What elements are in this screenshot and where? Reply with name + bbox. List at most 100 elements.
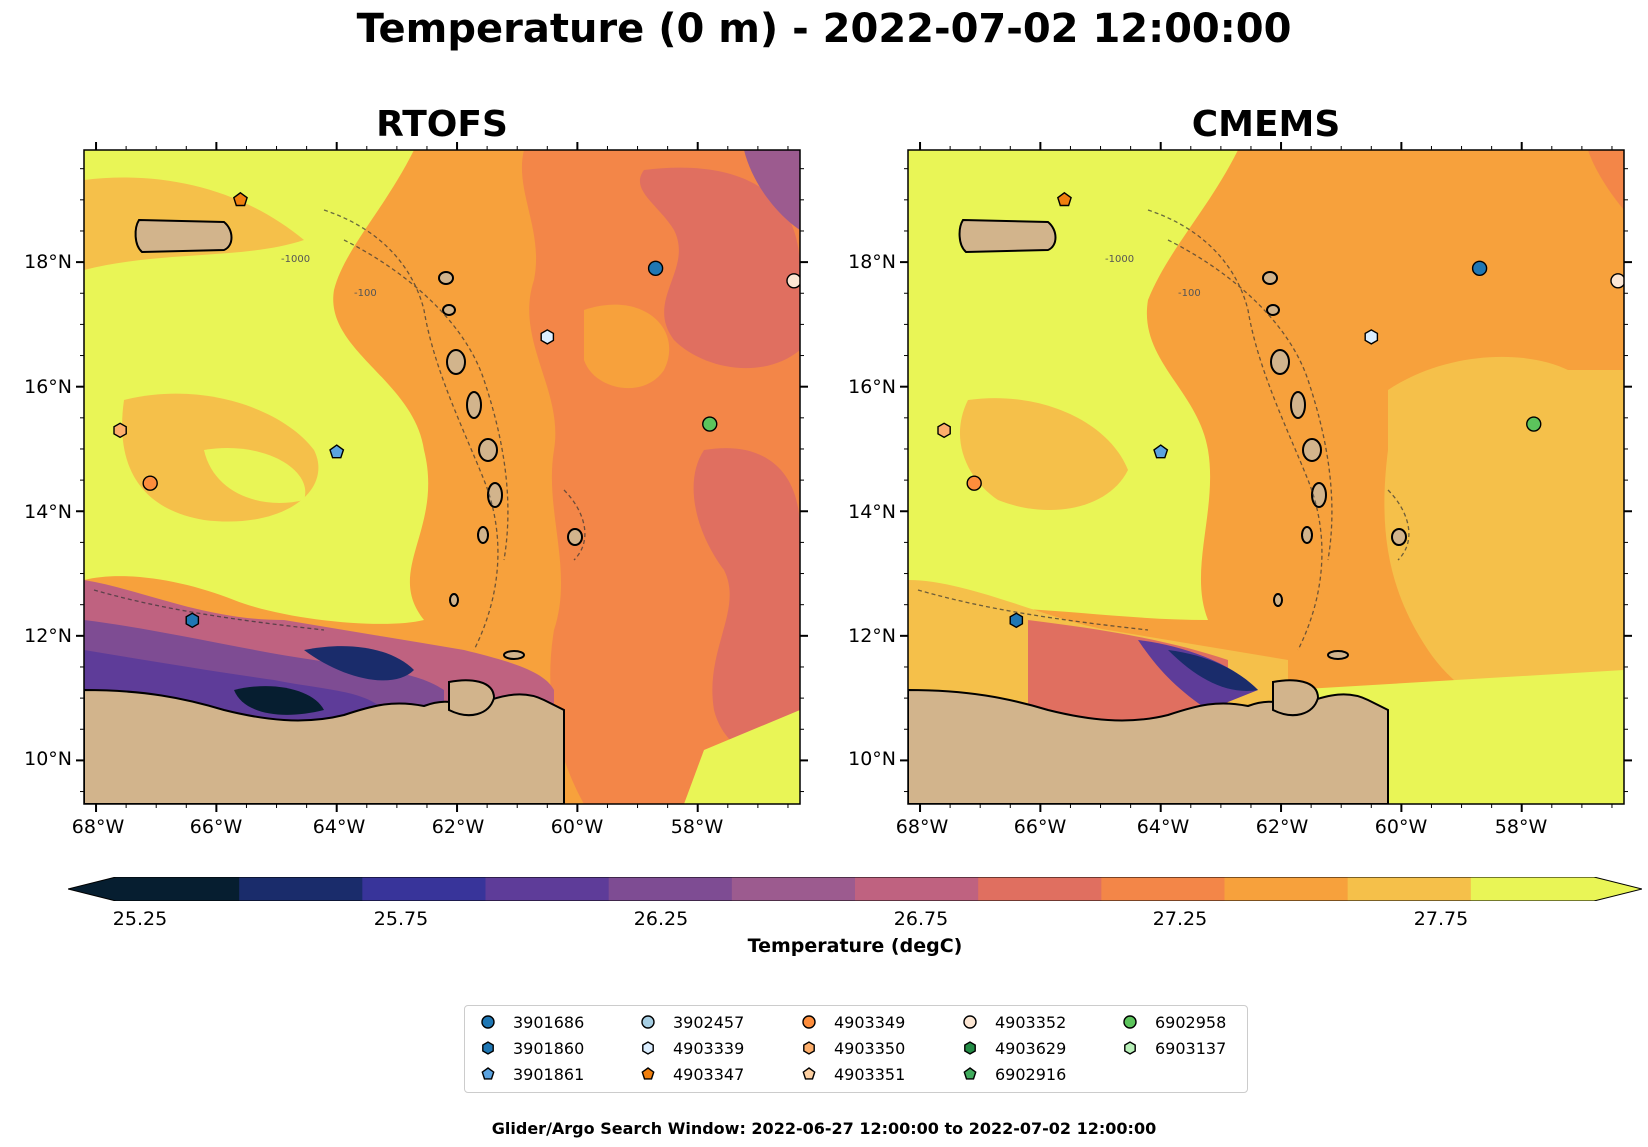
colorbar-tick-label: 25.75: [373, 908, 429, 930]
sst-swirl-1: [959, 398, 1128, 510]
lon-tick: 64°W: [1136, 816, 1190, 838]
legend-marker: [482, 1041, 494, 1055]
pentagon-marker-icon: [641, 1067, 655, 1080]
legend-item: 3901860: [477, 1036, 584, 1060]
float-marker-4903352: [786, 273, 800, 289]
legend-item: 4903352: [959, 1010, 1066, 1034]
legend-item: 6902958: [1119, 1010, 1226, 1034]
map-cmems: -1000 -100: [900, 142, 1632, 812]
legend-marker: [963, 1015, 977, 1029]
colorbar-band: [855, 877, 979, 901]
float-marker-4903349: [966, 475, 982, 491]
lat-tick: 12°N: [24, 625, 72, 647]
float-marker-6902958: [702, 416, 718, 432]
legend-label: 4903352: [995, 1012, 1067, 1032]
float-markers-cmems: [937, 191, 1624, 629]
lon-tick: 58°W: [670, 816, 724, 838]
lat-tick: 10°N: [848, 748, 896, 770]
float-marker-4903347: [1056, 191, 1072, 207]
lat-tick: 18°N: [24, 251, 72, 273]
sst-cool-south-2: [1028, 620, 1228, 720]
colorbar-band: [978, 877, 1102, 901]
legend-item: 4903339: [637, 1036, 744, 1060]
circle-marker-icon: [1123, 1015, 1137, 1029]
circle-marker-icon: [963, 1015, 977, 1029]
map-frame: [907, 149, 1625, 805]
legend-label: 3901860: [513, 1038, 585, 1058]
legend-label: 3901861: [513, 1064, 585, 1084]
lon-tick: 62°W: [431, 816, 485, 838]
sst-cool-corner: [744, 150, 800, 230]
sst-cold-core-1: [304, 646, 414, 681]
lon-tick: 64°W: [312, 816, 366, 838]
lon-tick: 68°W: [71, 816, 125, 838]
bathy-label-100: -100: [1178, 288, 1201, 299]
legend-label: 4903339: [673, 1038, 745, 1058]
search-window-caption: Glider/Argo Search Window: 2022-06-27 12…: [491, 1119, 1157, 1138]
colorbar-min-extend: [68, 877, 116, 901]
float-marker-6902958: [1526, 416, 1542, 432]
colorbar-band: [116, 877, 240, 901]
legend: 3901686 3901860 3901861 3902457 4903339 49033…: [464, 1005, 1248, 1093]
land-puerto-rico: [134, 218, 233, 254]
colorbar-tick-label: 27.25: [1152, 908, 1208, 930]
panel-title-rtofs: RTOFS: [376, 104, 508, 145]
float-marker-3901861: [1153, 444, 1169, 459]
colorbar-band: [608, 877, 733, 901]
float-marker-4903339: [540, 329, 555, 345]
float-marker-3901686: [647, 260, 664, 277]
legend-item: 4903349: [798, 1010, 905, 1034]
sst-yellow-west: [908, 150, 1238, 620]
legend-item: 3902457: [637, 1010, 744, 1034]
legend-item: 4903350: [798, 1036, 905, 1060]
colorbar-band: [239, 877, 363, 901]
legend-marker: [802, 1067, 816, 1080]
colorbar-band: [1224, 877, 1349, 901]
float-marker-3901860: [185, 612, 200, 629]
legend-marker: [1123, 1015, 1137, 1029]
pentagon-marker-icon: [963, 1067, 977, 1080]
legend-marker: [481, 1015, 495, 1029]
float-marker-4903352: [1610, 273, 1624, 289]
legend-label: 4903629: [995, 1038, 1067, 1058]
hexagon-marker-icon: [482, 1041, 494, 1055]
bathymetry-contours: [93, 209, 586, 651]
land-venezuela: [908, 688, 1389, 804]
lon-tick: 58°W: [1494, 816, 1548, 838]
legend-label: 6903137: [1155, 1038, 1227, 1058]
legend-item: 4903351: [798, 1062, 905, 1086]
hexagon-marker-icon: [803, 1041, 815, 1055]
lat-tick: 16°N: [24, 376, 72, 398]
bathy-label-1000: -1000: [1105, 254, 1134, 265]
land-venezuela: [84, 688, 565, 804]
legend-label: 4903347: [673, 1064, 745, 1084]
float-marker-4903350: [937, 422, 951, 439]
legend-item: 6902916: [959, 1062, 1066, 1086]
colorbar-band: [1470, 877, 1595, 901]
colorbar-band: [1101, 877, 1225, 901]
legend-marker: [641, 1067, 655, 1080]
colorbar-tick-label: 26.25: [633, 908, 689, 930]
float-marker-4903347: [232, 191, 248, 207]
pentagon-marker-icon: [481, 1067, 495, 1080]
float-marker-4903339: [1364, 329, 1379, 345]
float-marker-3901861: [329, 444, 345, 459]
lon-tick: 66°W: [189, 816, 243, 838]
sst-cold-core-2: [234, 686, 324, 715]
legend-item: 4903347: [637, 1062, 744, 1086]
map-ticks: [900, 142, 1632, 812]
legend-marker: [803, 1041, 815, 1055]
map-rtofs: -1000 -100: [76, 142, 808, 812]
circle-marker-icon: [802, 1015, 816, 1029]
float-marker-3901686: [1471, 260, 1488, 277]
legend-item: 6903137: [1119, 1036, 1226, 1060]
bathymetry-contours: [917, 209, 1410, 651]
colorbar-tick-label: 26.75: [893, 908, 949, 930]
pentagon-marker-icon: [802, 1067, 816, 1080]
sst-eddy-ne: [639, 167, 800, 369]
legend-label: 6902958: [1155, 1012, 1227, 1032]
lat-tick: 16°N: [848, 376, 896, 398]
legend-item: 3901861: [477, 1062, 584, 1086]
legend-label: 3902457: [673, 1012, 745, 1032]
legend-marker: [481, 1067, 495, 1080]
